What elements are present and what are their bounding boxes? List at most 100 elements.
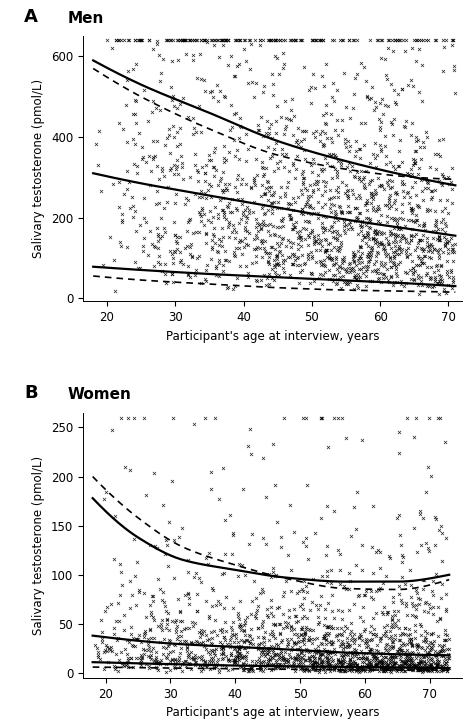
Point bbox=[189, 112, 197, 124]
Point bbox=[290, 220, 298, 232]
Point bbox=[339, 35, 347, 46]
Point bbox=[389, 663, 396, 675]
Point bbox=[381, 260, 388, 272]
Point bbox=[285, 659, 293, 671]
Point bbox=[127, 652, 135, 664]
Point bbox=[402, 658, 410, 669]
Point bbox=[432, 568, 440, 580]
Point bbox=[264, 653, 272, 665]
Point bbox=[206, 663, 214, 674]
Point bbox=[273, 202, 281, 213]
Point bbox=[331, 232, 338, 244]
Point bbox=[451, 88, 458, 99]
Point bbox=[309, 186, 317, 198]
Point bbox=[276, 246, 283, 257]
Point bbox=[383, 660, 391, 672]
Point bbox=[205, 612, 213, 624]
Point bbox=[367, 660, 374, 672]
Point bbox=[224, 653, 232, 665]
Point bbox=[201, 656, 209, 668]
Point bbox=[442, 605, 449, 617]
Point bbox=[289, 658, 297, 669]
Point bbox=[170, 573, 177, 584]
Point bbox=[223, 212, 230, 224]
Point bbox=[366, 664, 374, 676]
Point bbox=[373, 233, 380, 244]
Point bbox=[334, 654, 342, 666]
Point bbox=[401, 266, 409, 278]
Point bbox=[373, 204, 381, 215]
Point bbox=[278, 202, 285, 214]
Point bbox=[314, 212, 322, 224]
Point bbox=[231, 281, 239, 292]
Point bbox=[157, 67, 165, 79]
Point bbox=[253, 170, 261, 181]
Point bbox=[374, 544, 382, 555]
Point bbox=[351, 629, 358, 640]
Point bbox=[103, 645, 111, 657]
Point bbox=[386, 655, 393, 667]
Point bbox=[334, 544, 342, 555]
Point bbox=[402, 35, 410, 46]
Point bbox=[248, 662, 256, 674]
Point bbox=[219, 265, 227, 277]
Point bbox=[309, 249, 316, 261]
Point bbox=[363, 659, 371, 671]
Point bbox=[374, 215, 382, 226]
Point bbox=[387, 252, 394, 263]
Point bbox=[337, 628, 345, 639]
Point bbox=[231, 654, 239, 666]
Point bbox=[401, 629, 409, 640]
Point bbox=[374, 236, 381, 247]
Point bbox=[358, 215, 366, 227]
Point bbox=[159, 587, 166, 598]
Point bbox=[334, 658, 341, 670]
Point bbox=[248, 76, 256, 88]
Point bbox=[346, 658, 354, 670]
Point bbox=[424, 183, 432, 194]
Point bbox=[371, 264, 379, 276]
Point bbox=[302, 532, 310, 544]
Point bbox=[255, 622, 262, 634]
Point bbox=[394, 258, 402, 270]
Point bbox=[321, 246, 328, 257]
Point bbox=[393, 230, 401, 241]
Point bbox=[247, 663, 255, 674]
Point bbox=[330, 412, 338, 423]
Point bbox=[406, 191, 414, 203]
Point bbox=[336, 242, 343, 254]
Point bbox=[342, 433, 350, 444]
Point bbox=[425, 281, 433, 292]
Point bbox=[230, 246, 237, 257]
Point bbox=[416, 663, 424, 674]
Point bbox=[196, 209, 203, 220]
Point bbox=[165, 130, 173, 141]
Point bbox=[324, 244, 331, 256]
Point bbox=[387, 212, 395, 224]
Point bbox=[415, 252, 423, 264]
Point bbox=[367, 241, 374, 253]
Point bbox=[325, 273, 333, 285]
Point bbox=[362, 220, 370, 231]
Point bbox=[218, 648, 225, 660]
Point bbox=[423, 270, 430, 281]
Point bbox=[257, 274, 265, 286]
Point bbox=[383, 619, 391, 631]
Point bbox=[242, 216, 249, 228]
Point bbox=[279, 215, 286, 226]
Point bbox=[152, 653, 159, 665]
Point bbox=[384, 274, 392, 286]
Point bbox=[126, 602, 134, 614]
Point bbox=[327, 652, 335, 663]
Point bbox=[137, 656, 145, 668]
Point bbox=[146, 150, 153, 162]
Point bbox=[403, 609, 411, 621]
Point bbox=[171, 130, 178, 142]
Point bbox=[417, 276, 424, 287]
Point bbox=[297, 663, 305, 674]
Point bbox=[304, 248, 311, 260]
Point bbox=[328, 226, 336, 238]
Point bbox=[432, 215, 440, 226]
Point bbox=[336, 655, 344, 666]
Point bbox=[287, 585, 294, 597]
